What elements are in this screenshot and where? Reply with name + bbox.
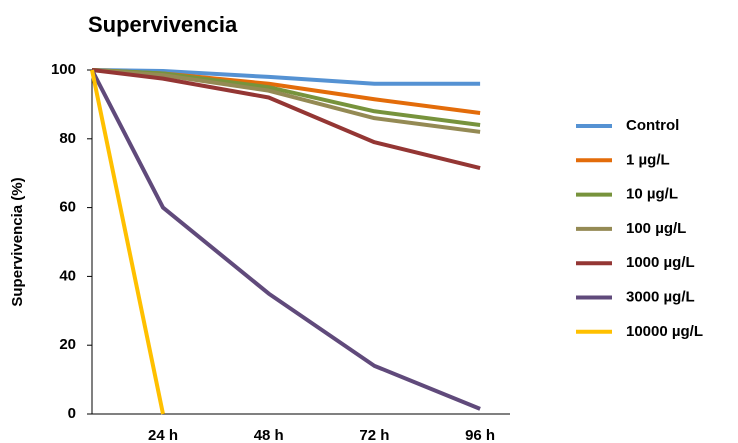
y-tick-label: 20 [59, 336, 76, 353]
legend-label: 1000 µg/L [626, 254, 695, 271]
y-tick-label: 60 [59, 199, 76, 216]
x-tick-label: 24 h [148, 427, 178, 443]
legend-label: Control [626, 117, 679, 134]
y-tick-label: 80 [59, 130, 76, 147]
series-line [91, 68, 481, 134]
x-tick-label: 72 h [359, 427, 389, 443]
x-tick-label: 48 h [254, 427, 284, 443]
series-line [91, 68, 481, 170]
y-tick-label: 100 [51, 61, 76, 78]
legend-label: 10000 µg/L [626, 323, 703, 340]
y-tick-label: 40 [59, 267, 76, 284]
series-line [90, 69, 481, 411]
legend-label: 10 µg/L [626, 186, 678, 203]
y-axis-label: Supervivencia (%) [9, 177, 26, 306]
legend-label: 100 µg/L [626, 220, 686, 237]
legend-label: 3000 µg/L [626, 288, 695, 305]
y-tick-label: 0 [68, 405, 76, 422]
series-line [90, 69, 165, 415]
x-tick-label: 96 h [465, 427, 495, 443]
legend-label: 1 µg/L [626, 151, 670, 168]
chart-title: Supervivencia [88, 12, 238, 37]
